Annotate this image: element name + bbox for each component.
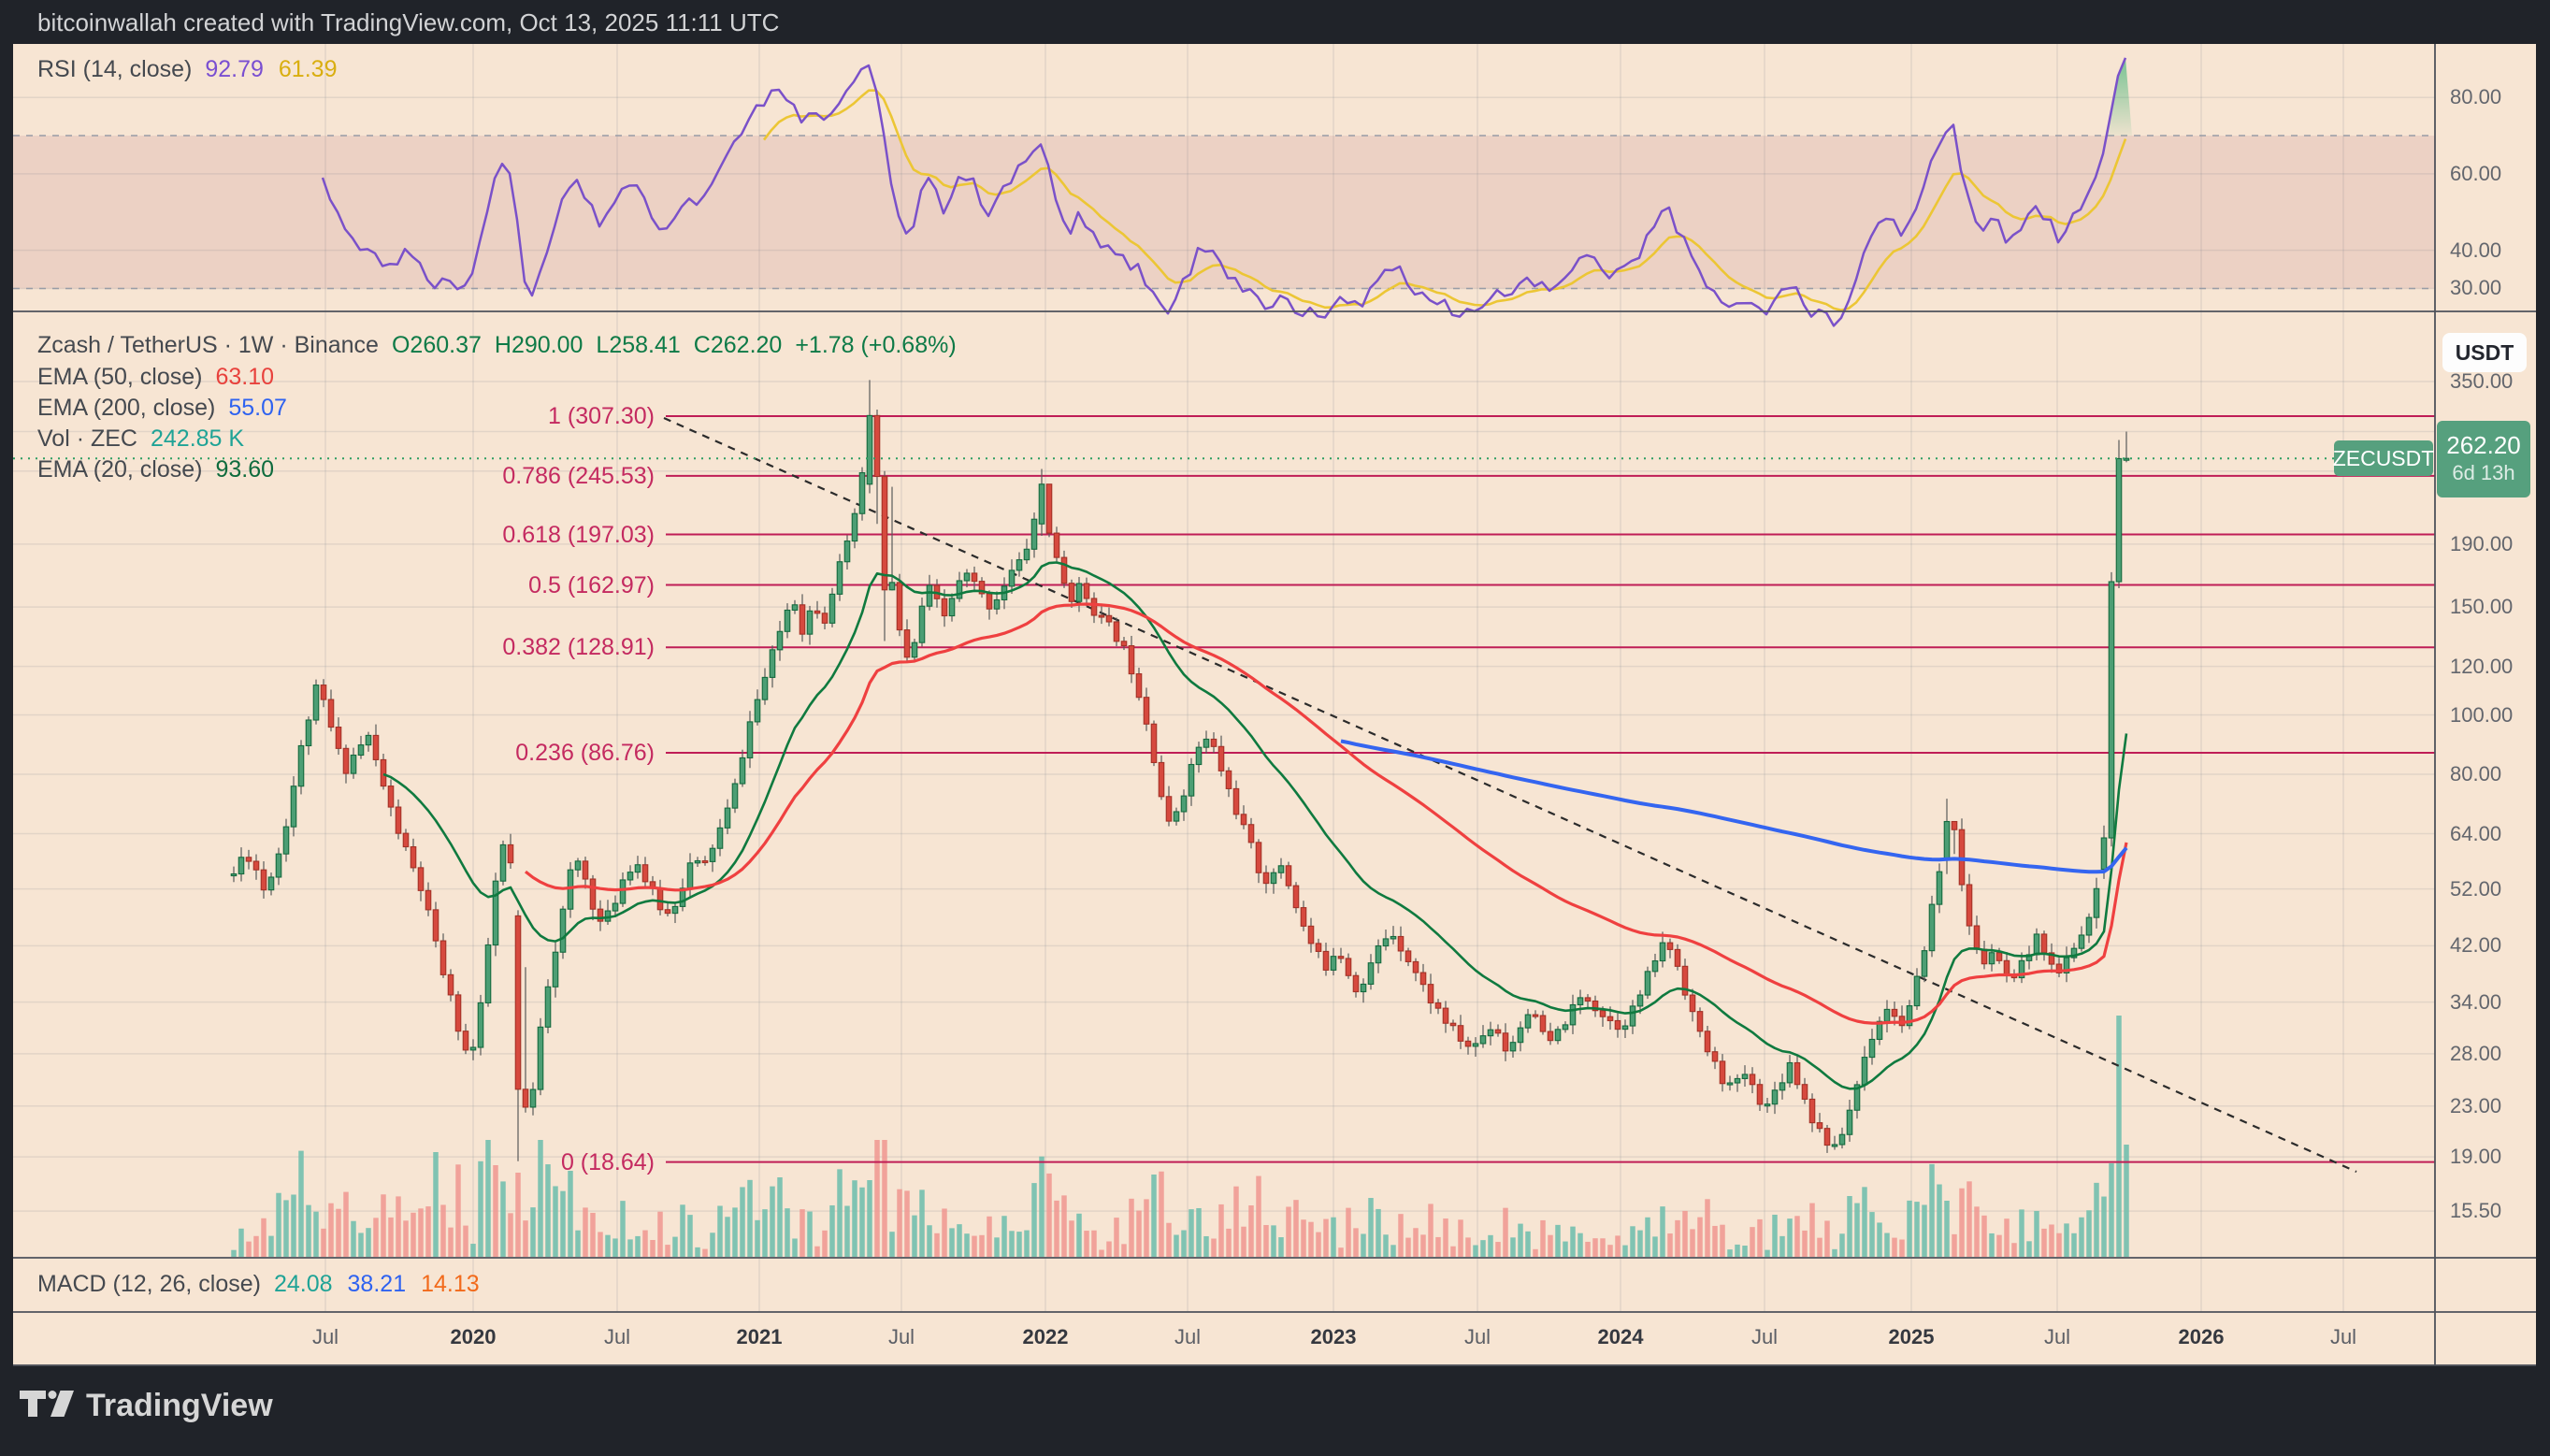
fib-level-label: 0.618 (197.03) xyxy=(502,521,655,548)
time-tick: Jul xyxy=(1750,1325,1779,1348)
ohlc-item: H290.00 xyxy=(494,332,583,358)
attribution-text: bitcoinwallah created with TradingView.c… xyxy=(37,8,780,36)
indicator-value: 55.07 xyxy=(228,395,287,421)
indicator-label: Vol · ZEC xyxy=(37,425,137,452)
time-tick: 2022 xyxy=(1022,1325,1069,1348)
time-tick: Jul xyxy=(2043,1325,2071,1348)
price-tick: 190.00 xyxy=(2450,531,2514,555)
fib-level-label: 1 (307.30) xyxy=(548,403,655,430)
ohlc-item: O260.37 xyxy=(391,332,482,358)
price-tick: 23.00 xyxy=(2450,1093,2502,1117)
rsi-legend[interactable]: RSI (14, close) 92.79 61.39 xyxy=(37,56,352,83)
price-tick: 80.00 xyxy=(2450,762,2502,786)
time-tick: 2025 xyxy=(1888,1325,1935,1348)
rsi-legend-label: RSI (14, close) xyxy=(37,56,193,82)
time-tick: 2021 xyxy=(736,1325,783,1348)
macd-legend-label: MACD (12, 26, close) xyxy=(37,1271,261,1297)
time-tick: 2020 xyxy=(450,1325,497,1348)
indicator-legend-row[interactable]: Vol · ZEC 242.85 K xyxy=(37,425,244,453)
ohlc-item: C262.20 xyxy=(693,332,783,358)
indicator-label: EMA (50, close) xyxy=(37,364,203,390)
tradingview-logo-icon xyxy=(20,1391,74,1417)
price-tick: 34.00 xyxy=(2450,989,2502,1014)
indicator-label: EMA (20, close) xyxy=(37,456,203,483)
time-tick: Jul xyxy=(887,1325,915,1348)
time-tick: 2026 xyxy=(2178,1325,2225,1348)
ohlc-item: +1.78 (+0.68%) xyxy=(795,332,957,358)
rsi-tick: 80.00 xyxy=(2450,85,2502,109)
indicator-value: 63.10 xyxy=(215,364,275,390)
macd-value: 38.21 xyxy=(347,1271,407,1297)
rsi-legend-values: 92.79 61.39 xyxy=(205,56,352,83)
ohlc-item: L258.41 xyxy=(596,332,681,358)
fib-level-label: 0.786 (245.53) xyxy=(502,462,655,489)
indicator-label: EMA (200, close) xyxy=(37,395,216,421)
fib-level-label: 0.382 (128.91) xyxy=(502,634,655,661)
indicator-legend-row[interactable]: EMA (20, close) 93.60 xyxy=(37,456,274,483)
price-tick: 15.50 xyxy=(2450,1199,2502,1223)
indicator-legend-row[interactable]: EMA (50, close) 63.10 xyxy=(37,364,274,391)
last-price-value: 262.20 xyxy=(2446,431,2521,459)
time-tick: Jul xyxy=(1174,1325,1202,1348)
time-tick: Jul xyxy=(603,1325,631,1348)
fib-level-label: 0.5 (162.97) xyxy=(528,571,655,598)
rsi-tick: 40.00 xyxy=(2450,238,2502,262)
ohlc-values: O260.37 H290.00 L258.41 C262.20 +1.78 (+0.68… xyxy=(392,332,970,359)
rsi-tick: 60.00 xyxy=(2450,161,2502,185)
time-tick: Jul xyxy=(1463,1325,1491,1348)
macd-value: 24.08 xyxy=(273,1271,333,1297)
indicator-legend-row[interactable]: EMA (200, close) 55.07 xyxy=(37,395,287,422)
macd-value: 14.13 xyxy=(421,1271,480,1297)
price-tick: 120.00 xyxy=(2450,654,2514,678)
time-tick: Jul xyxy=(311,1325,339,1348)
fib-level-label: 0 (18.64) xyxy=(560,1148,655,1175)
last-price-badge: 262.20 6d 13h xyxy=(2437,421,2530,497)
price-tick: 150.00 xyxy=(2450,595,2514,619)
rsi-tick: 30.00 xyxy=(2450,276,2502,300)
price-tick: 100.00 xyxy=(2450,702,2514,727)
symbol-legend[interactable]: Zcash / TetherUS · 1W · Binance O260.37 H… xyxy=(37,332,970,359)
currency-badge: USDT xyxy=(2442,333,2527,372)
tradingview-brand-text: TradingView xyxy=(86,1388,273,1423)
symbol-price-label: ZECUSDT xyxy=(2333,440,2434,476)
rsi-value: 61.39 xyxy=(278,56,338,82)
macd-values: 24.08 38.21 14.13 xyxy=(274,1271,495,1298)
price-tick: 42.00 xyxy=(2450,933,2502,958)
bar-countdown: 6d 13h xyxy=(2452,461,2515,484)
price-tick: 19.00 xyxy=(2450,1145,2502,1169)
price-tick: 28.00 xyxy=(2450,1041,2502,1065)
macd-legend[interactable]: MACD (12, 26, close) 24.08 38.21 14.13 xyxy=(37,1271,495,1298)
time-tick: 2023 xyxy=(1310,1325,1357,1348)
symbol-title: Zcash / TetherUS · 1W · Binance xyxy=(37,332,379,358)
fib-level-label: 0.236 (86.76) xyxy=(515,739,655,766)
rsi-value: 92.79 xyxy=(205,56,264,82)
indicator-value: 93.60 xyxy=(215,456,275,483)
price-tick: 52.00 xyxy=(2450,876,2502,901)
price-tick: 64.00 xyxy=(2450,821,2502,845)
price-tick: 350.00 xyxy=(2450,369,2514,393)
time-tick: Jul xyxy=(2329,1325,2357,1348)
indicator-value: 242.85 K xyxy=(150,425,245,452)
time-tick: 2024 xyxy=(1597,1325,1644,1348)
